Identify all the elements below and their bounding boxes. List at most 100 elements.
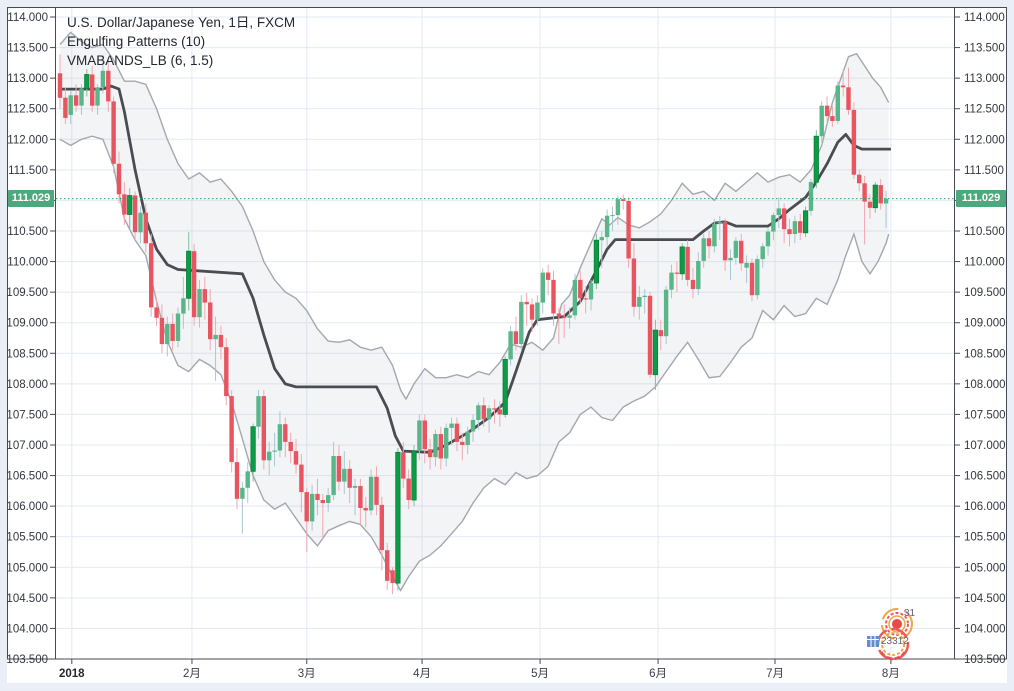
price-label-left: 113.500 bbox=[7, 43, 48, 55]
candle-body bbox=[647, 295, 653, 375]
candle-body bbox=[545, 272, 551, 280]
candle-body bbox=[309, 493, 315, 522]
candle-body bbox=[417, 420, 422, 452]
candle-body bbox=[857, 174, 862, 184]
candle-body bbox=[143, 212, 148, 244]
candle-body bbox=[728, 257, 733, 261]
time-label: 4月 bbox=[413, 668, 431, 680]
candle-body bbox=[599, 237, 604, 241]
price-label-right: 113.500 bbox=[964, 43, 1005, 55]
candle-body bbox=[304, 492, 309, 522]
price-label-left: 114.000 bbox=[7, 12, 48, 24]
candle-body bbox=[390, 570, 395, 584]
time-label: 8月 bbox=[882, 668, 900, 680]
price-label-left: 103.500 bbox=[6, 654, 48, 666]
candle-body bbox=[379, 504, 384, 551]
candle-body bbox=[363, 508, 368, 511]
candle-body bbox=[191, 251, 197, 318]
candle-body bbox=[132, 195, 138, 233]
candle-body bbox=[331, 456, 336, 496]
price-label-right: 107.500 bbox=[964, 409, 1006, 421]
price-label-right: 109.000 bbox=[964, 318, 1006, 330]
candle-body bbox=[283, 424, 288, 442]
candle-body bbox=[588, 283, 594, 300]
candle-body bbox=[272, 450, 277, 452]
price-label-left: 104.000 bbox=[6, 623, 48, 635]
price-label-right: 112.500 bbox=[964, 104, 1005, 116]
candle-body bbox=[116, 163, 122, 195]
candle-body bbox=[524, 301, 529, 305]
candle-body bbox=[744, 262, 749, 268]
candle-body bbox=[170, 323, 175, 341]
candle-body bbox=[840, 85, 846, 88]
candle-body bbox=[175, 313, 181, 341]
candle-body bbox=[562, 316, 567, 318]
price-label-right: 113.000 bbox=[964, 73, 1005, 85]
candle-body bbox=[368, 476, 374, 511]
price-label-right: 104.000 bbox=[964, 623, 1006, 635]
candle-body bbox=[615, 199, 621, 216]
candle-body bbox=[878, 185, 883, 204]
candle-body bbox=[883, 198, 889, 204]
candle-body bbox=[787, 229, 792, 235]
chart-surface[interactable] bbox=[7, 7, 1007, 683]
candles bbox=[57, 54, 889, 595]
watermark-badge-2: 23312 bbox=[867, 627, 910, 661]
candle-body bbox=[229, 396, 234, 463]
candle-body bbox=[100, 70, 106, 88]
candle-body bbox=[578, 279, 583, 299]
candle-body bbox=[819, 105, 824, 137]
candle-body bbox=[240, 487, 245, 499]
candle-body bbox=[454, 423, 460, 442]
watermark-text-2: 23312 bbox=[881, 636, 909, 647]
candle-body bbox=[669, 272, 674, 290]
candle-body bbox=[465, 431, 470, 445]
time-axis[interactable]: 2018 2月 3月 4月 5月 6月 7月 8月 bbox=[59, 659, 900, 680]
candle-body bbox=[631, 258, 637, 307]
candle-body bbox=[604, 215, 610, 238]
candle-body bbox=[674, 272, 680, 274]
price-label-right: 114.000 bbox=[964, 12, 1005, 24]
candle-body bbox=[540, 272, 545, 303]
price-label-left: 109.000 bbox=[6, 318, 48, 330]
candle-body bbox=[79, 88, 84, 106]
candle-body bbox=[529, 304, 535, 320]
candle-body bbox=[481, 405, 486, 420]
candle-body bbox=[637, 297, 642, 307]
candle-body bbox=[722, 221, 728, 261]
candle-body bbox=[497, 409, 502, 415]
candle-body bbox=[749, 262, 755, 296]
price-label-right: 112.000 bbox=[964, 134, 1005, 146]
candle-body bbox=[438, 434, 443, 459]
candle-body bbox=[347, 468, 352, 488]
candle-body bbox=[755, 259, 760, 296]
price-label-left: 105.500 bbox=[6, 532, 48, 544]
symbol-title[interactable]: U.S. Dollar/Japanese Yen, 1日, FXCM bbox=[67, 15, 296, 30]
candle-body bbox=[202, 289, 207, 303]
price-label-right: 105.500 bbox=[964, 532, 1006, 544]
price-label-right: 109.500 bbox=[964, 287, 1006, 299]
price-axis[interactable]: 114.000 114.000 113.500 113.500 113.000 113.0… bbox=[6, 12, 1005, 666]
candle-body bbox=[159, 317, 165, 345]
candle-body bbox=[138, 212, 143, 233]
indicator-vmabands[interactable]: VMABANDS_LB (6, 1.5) bbox=[67, 53, 214, 68]
price-label-left: 107.000 bbox=[6, 440, 48, 452]
candle-body bbox=[342, 468, 347, 482]
price-label-left: 107.500 bbox=[6, 409, 48, 421]
candle-body bbox=[867, 201, 873, 208]
candle-body bbox=[181, 298, 186, 314]
candle-body bbox=[256, 396, 261, 427]
candle-body bbox=[401, 452, 406, 479]
candle-body bbox=[733, 240, 739, 258]
candle-body bbox=[567, 315, 572, 318]
price-label-right: 104.500 bbox=[964, 593, 1006, 605]
candle-body bbox=[288, 441, 293, 452]
candle-body bbox=[776, 208, 781, 216]
candle-body bbox=[610, 215, 615, 217]
candle-body bbox=[808, 182, 814, 211]
candle-body bbox=[846, 87, 851, 110]
candle-body bbox=[803, 210, 809, 234]
indicator-engulfing-patterns[interactable]: Engulfing Patterns (10) bbox=[67, 34, 206, 49]
watermark-text-1: 31 bbox=[904, 608, 916, 619]
